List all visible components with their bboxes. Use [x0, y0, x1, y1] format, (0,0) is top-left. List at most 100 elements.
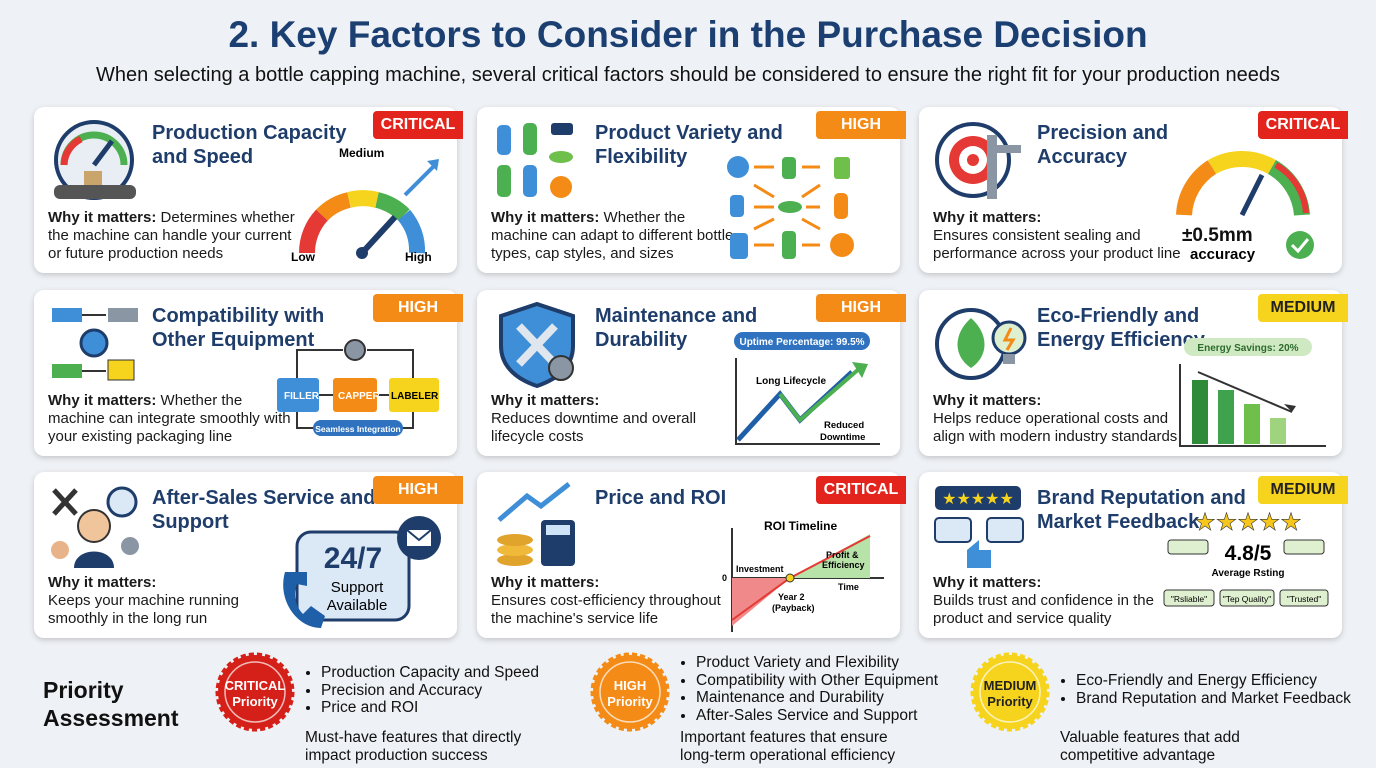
priority-items: Eco-Friendly and Energy EfficiencyBrand … — [1062, 672, 1351, 707]
factor-card: After-Sales Service and Support HIGH Why i… — [34, 472, 463, 638]
priority-item: Eco-Friendly and Energy Efficiency — [1076, 672, 1351, 690]
factor-card: Production Capacity and Speed CRITICAL Why… — [34, 107, 463, 273]
priority-items: Production Capacity and SpeedPrecision a… — [307, 664, 539, 717]
factor-card: Price and ROI CRITICAL Why it matters: Ens… — [477, 472, 906, 638]
priority-badge: HIGH — [816, 294, 906, 322]
factor-graphic: Medium Low High — [291, 146, 439, 264]
why-text: Ensures consistent sealing and performan… — [933, 227, 1181, 262]
factor-icon — [54, 120, 136, 200]
priority-badge: CRITICAL — [1258, 111, 1348, 139]
why-it-matters: Why it matters: Whether the machine can … — [491, 209, 743, 263]
graphic-label: (Payback) — [772, 603, 815, 613]
seal-label: MEDIUM — [984, 678, 1037, 693]
factor-icon — [497, 123, 573, 198]
priority-note: Valuable features that add competitive a… — [1060, 729, 1240, 764]
graphic-label: 24/7 — [324, 542, 382, 575]
factor-card: Product Variety and Flexibility HIGH Why i… — [477, 107, 906, 273]
factor-card: ★★★★★ Brand Reputation and Market Feedbac… — [919, 472, 1348, 638]
seal-label: Priority — [607, 694, 653, 709]
graphic-label: Available — [327, 597, 388, 614]
graphic-label: Reduced — [824, 420, 864, 431]
graphic-label: Year 2 — [778, 592, 805, 602]
why-label: Why it matters: — [491, 574, 600, 591]
seal-label: CRITICAL — [225, 678, 286, 693]
priority-item: Brand Reputation and Market Feedback — [1076, 690, 1351, 708]
card-title: Production Capacity and Speed — [152, 122, 347, 168]
why-it-matters: Why it matters: Keeps your machine runni… — [48, 574, 300, 628]
priority-note: Must-have features that directly impact … — [305, 729, 522, 764]
card-title: Maintenance and Durability — [595, 305, 758, 351]
why-it-matters: Why it matters: Determines whether the m… — [48, 209, 300, 263]
graphic-label: Low — [291, 250, 316, 264]
graphic-label: CAPPER — [338, 391, 380, 402]
priority-badge: MEDIUM — [1258, 476, 1348, 504]
page-title: 2. Key Factors to Consider in the Purcha… — [228, 14, 1148, 55]
graphic-label: "Rsliable" — [1171, 594, 1207, 604]
why-label: Why it matters: — [48, 209, 157, 226]
card-title: Precision and Accuracy — [1037, 122, 1169, 168]
factor-card: Precision and Accuracy CRITICAL Why it mat… — [919, 107, 1348, 273]
factor-graphic: Uptime Percentage: 99.5% Long Lifecycle Re… — [734, 332, 880, 445]
graphic-label: "Tep Quality" — [1223, 594, 1272, 604]
card-title: Eco-Friendly and Energy Efficiency — [1037, 305, 1205, 351]
graphic-label: Energy Savings: 20% — [1197, 343, 1298, 354]
graphic-label: Downtime — [820, 432, 865, 443]
priority-item: Precision and Accuracy — [321, 682, 539, 700]
seal-label: Priority — [987, 694, 1033, 709]
factor-icon: ★★★★★ — [934, 486, 1024, 568]
why-text: Reduces downtime and overall lifecycle c… — [491, 410, 697, 445]
factor-card: Maintenance and Durability HIGH Why it mat… — [477, 290, 906, 456]
graphic-label: Seamless Integration — [315, 424, 401, 434]
why-it-matters: Why it matters: Whether the machine can … — [48, 392, 300, 446]
priority-badge: CRITICAL — [816, 476, 906, 504]
card-title: Brand Reputation and Market Feedback — [1037, 487, 1246, 533]
why-label: Why it matters: — [933, 392, 1042, 409]
why-label: Why it matters: — [48, 574, 157, 591]
factor-card: Eco-Friendly and Energy Efficiency MEDIUM… — [919, 290, 1348, 456]
factor-icon — [51, 486, 139, 568]
why-text: Helps reduce operational costs and align… — [933, 410, 1178, 445]
graphic-label: Support — [331, 579, 384, 596]
priority-item: Maintenance and Durability — [696, 689, 938, 707]
priority-item: After-Sales Service and Support — [696, 707, 938, 725]
factor-icon — [935, 122, 1021, 199]
factor-icon — [935, 308, 1027, 380]
priority-item: Compatibility with Other Equipment — [696, 672, 938, 690]
seal-label: Priority — [232, 694, 278, 709]
card-title: Product Variety and Flexibility — [595, 122, 783, 168]
factor-graphic: FILLER CAPPER LABELER Seamless Integration — [277, 339, 439, 436]
why-it-matters: Why it matters: Ensures cost-efficiency … — [491, 574, 743, 628]
graphic-label: LABELER — [391, 391, 439, 402]
priority-items: Product Variety and FlexibilityCompatibi… — [682, 654, 938, 724]
graphic-label: Profit & — [826, 550, 859, 560]
priority-badge: HIGH — [373, 294, 463, 322]
graphic-label: Medium — [339, 146, 384, 160]
priority-item: Production Capacity and Speed — [321, 664, 539, 682]
priority-badge: HIGH — [373, 476, 463, 504]
priority-item: Price and ROI — [321, 699, 539, 717]
graphic-label: High — [405, 250, 432, 264]
factor-icon — [497, 482, 575, 566]
why-text: Ensures cost-efficiency throughout the m… — [491, 592, 721, 627]
svg-text:★★★★★: ★★★★★ — [1194, 510, 1302, 536]
seal-label: HIGH — [614, 678, 647, 693]
graphic-label: Long Lifecycle — [756, 376, 826, 387]
why-text: Whether the machine can adapt to differe… — [491, 209, 734, 262]
priority-list: Production Capacity and SpeedPrecision a… — [307, 664, 539, 717]
why-it-matters: Why it matters: Builds trust and confide… — [933, 574, 1185, 628]
card-title: After-Sales Service and Support — [152, 487, 376, 533]
why-it-matters: Why it matters: Ensures consistent seali… — [933, 209, 1185, 263]
card-title: Price and ROI — [595, 487, 727, 509]
priority-item: Product Variety and Flexibility — [696, 654, 938, 672]
why-text: Keeps your machine running smoothly in t… — [48, 592, 239, 627]
factor-graphic: ROI Timeline Investment 0 Year 2(Payback) Pr… — [722, 519, 884, 632]
card-title: Compatibility with Other Equipment — [152, 305, 325, 351]
factor-card: Compatibility with Other Equipment HIGH Wh… — [34, 290, 463, 456]
graphic-label: 4.8/5 — [1225, 542, 1272, 565]
graphic-label: ROI Timeline — [764, 519, 837, 533]
